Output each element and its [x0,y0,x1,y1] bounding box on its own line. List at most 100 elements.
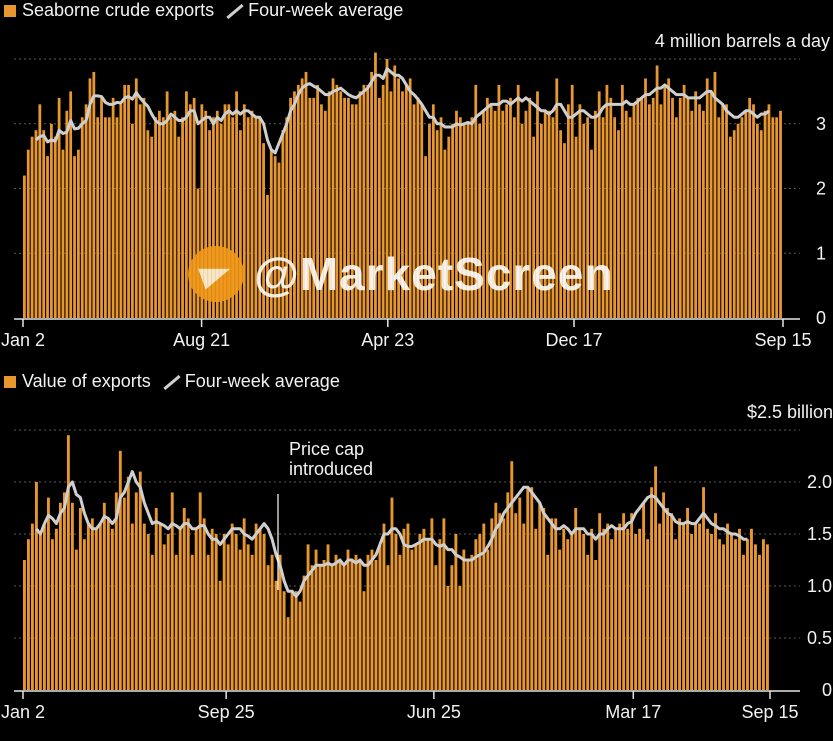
bar [42,130,46,318]
bar [424,156,427,319]
bar [254,117,258,318]
bar [294,591,298,690]
bar [142,97,146,318]
bar [746,539,749,690]
bar [725,104,728,318]
bar [204,110,208,318]
bar [690,110,694,318]
bar [732,130,736,318]
bar [358,560,362,690]
bar [422,528,426,690]
bar [682,523,685,690]
telegram-icon [188,246,244,302]
bar [94,528,98,690]
y-tick-label: 3 [816,114,826,134]
bar [192,97,196,318]
bar [510,461,514,690]
bar [686,97,690,318]
bar [466,123,470,318]
bar [671,97,674,318]
bar [758,554,761,690]
bar [705,78,709,318]
bar [763,110,767,318]
bar [601,117,605,318]
bar [622,513,626,690]
legend-top-item-2: Four-week average [248,0,404,20]
bar [654,466,658,690]
bar [123,84,127,319]
bar [598,513,602,690]
bar [188,104,192,318]
bar [242,104,246,318]
legend-top: Seaborne crude exports Four-week average [4,0,403,21]
bar [346,549,350,690]
bar [370,71,373,318]
annotation-text: Price cap [289,439,364,459]
bar [111,97,115,318]
bar [506,492,510,690]
bar [558,549,562,690]
watermark: @MarketScreen [188,246,614,302]
bar [474,84,478,319]
bar [397,78,400,318]
bar [190,554,194,690]
chart-1: 0 1 2 3 Jan 2 Aug 21 Apr 23 Dec 17 Sep 15 [1,52,826,350]
bar [667,78,671,318]
bottom-unit-label: $2.5 billion [746,402,833,422]
bar [597,91,601,319]
bar [486,549,490,690]
bar [721,104,725,318]
bar [752,104,755,318]
bar [250,110,254,318]
average-line [35,470,748,598]
bar [655,65,659,318]
bar [386,565,390,690]
y-tick-label: 1.5 [807,524,832,544]
bar [73,156,76,319]
bar [214,534,218,690]
bar [150,554,154,690]
bar [30,523,34,690]
bar [150,136,154,318]
bar [250,554,254,690]
bar [663,84,667,319]
bar [485,97,489,318]
watermark-text: @MarketScreen [254,248,614,300]
bar [659,104,663,318]
bar [570,84,574,319]
bar [114,492,118,690]
bar [710,534,713,690]
x-tick-label: Sep 15 [741,702,798,722]
top-unit-label: 4 million barrels a day [654,31,830,51]
x-tick-label: Sep 25 [198,702,255,722]
bar [343,97,346,318]
bar [624,110,628,318]
bar [498,513,502,690]
bar [262,143,265,318]
bar [617,130,620,318]
bar [58,502,62,690]
bar [522,523,526,690]
bar [84,104,88,318]
bar [77,149,80,318]
bar [482,523,486,690]
bar [408,78,412,318]
bar [312,97,316,318]
bar [536,91,539,319]
bar [293,91,296,319]
bar [54,528,58,690]
bar [70,502,74,690]
bar [742,554,745,690]
bar [501,110,505,318]
bar [414,544,418,690]
bar [439,117,443,318]
bar [546,554,550,690]
bar [234,534,238,690]
bar [528,97,532,318]
bar [119,104,123,318]
bar [618,523,622,690]
bar [524,110,528,318]
bar [308,97,312,318]
bar [554,518,558,690]
legend-bottom: Value of exports Four-week average [4,371,340,392]
